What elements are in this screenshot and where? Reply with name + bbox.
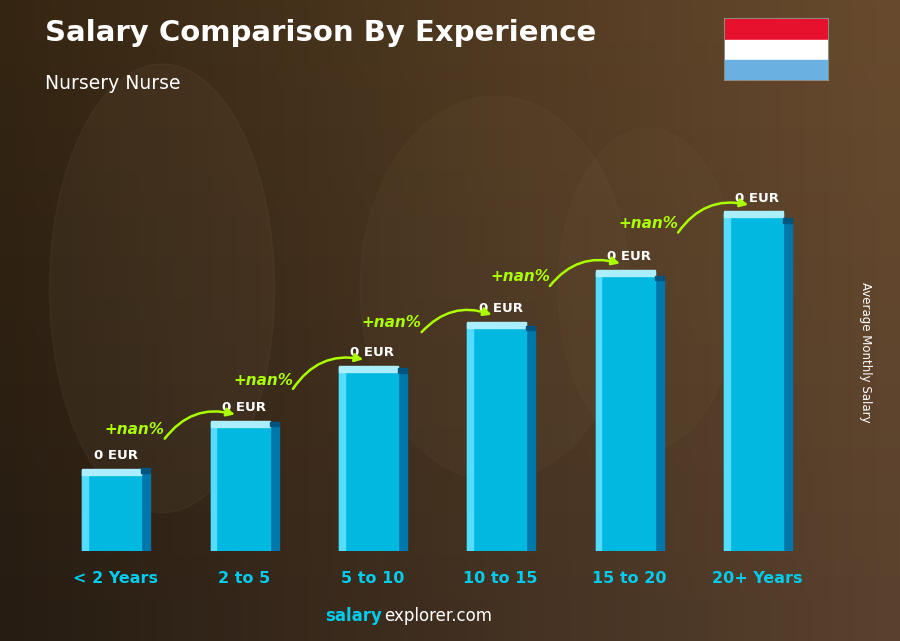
Text: 0 EUR: 0 EUR xyxy=(222,401,266,414)
Bar xyxy=(339,366,398,372)
Bar xyxy=(596,270,654,276)
Text: 20+ Years: 20+ Years xyxy=(712,572,803,587)
Bar xyxy=(141,469,150,472)
Text: 0 EUR: 0 EUR xyxy=(94,449,138,462)
Bar xyxy=(211,422,216,551)
Bar xyxy=(270,422,279,426)
Text: 0 EUR: 0 EUR xyxy=(735,192,779,204)
Text: 5 to 10: 5 to 10 xyxy=(340,572,404,587)
Bar xyxy=(211,421,270,427)
Ellipse shape xyxy=(50,64,274,513)
Text: 0 EUR: 0 EUR xyxy=(479,302,523,315)
Text: +nan%: +nan% xyxy=(105,422,165,437)
Bar xyxy=(82,469,141,475)
Bar xyxy=(270,426,279,551)
Bar xyxy=(467,322,526,328)
Text: 10 to 15: 10 to 15 xyxy=(464,572,538,587)
Bar xyxy=(526,326,536,330)
Bar xyxy=(783,219,792,223)
Text: < 2 Years: < 2 Years xyxy=(73,572,158,587)
Text: Nursery Nurse: Nursery Nurse xyxy=(45,74,181,93)
Text: 15 to 20: 15 to 20 xyxy=(592,572,666,587)
Text: 0 EUR: 0 EUR xyxy=(607,251,651,263)
Text: 0 EUR: 0 EUR xyxy=(350,346,394,359)
Bar xyxy=(398,373,407,551)
Text: +nan%: +nan% xyxy=(233,372,293,388)
Bar xyxy=(596,272,601,551)
Text: salary: salary xyxy=(326,607,382,625)
Text: Average Monthly Salary: Average Monthly Salary xyxy=(860,282,872,423)
Bar xyxy=(82,470,88,551)
Bar xyxy=(467,323,526,551)
Bar xyxy=(526,330,536,551)
Bar xyxy=(339,367,398,551)
Bar xyxy=(783,223,792,551)
Bar xyxy=(141,472,150,551)
Bar xyxy=(724,60,828,80)
Text: explorer.com: explorer.com xyxy=(384,607,492,625)
Bar xyxy=(724,212,783,217)
Text: +nan%: +nan% xyxy=(490,269,550,285)
Bar xyxy=(467,323,473,551)
Text: Salary Comparison By Experience: Salary Comparison By Experience xyxy=(45,19,596,47)
Bar xyxy=(82,470,141,551)
Text: +nan%: +nan% xyxy=(618,216,679,231)
Bar xyxy=(339,367,345,551)
Bar xyxy=(654,280,663,551)
Bar xyxy=(724,40,828,60)
Text: +nan%: +nan% xyxy=(362,315,421,331)
Bar xyxy=(398,369,407,373)
Bar xyxy=(724,19,828,40)
Text: 2 to 5: 2 to 5 xyxy=(218,572,270,587)
Bar xyxy=(596,272,654,551)
Bar xyxy=(724,213,730,551)
Bar xyxy=(724,213,783,551)
Bar xyxy=(654,276,663,280)
Bar xyxy=(211,422,270,551)
